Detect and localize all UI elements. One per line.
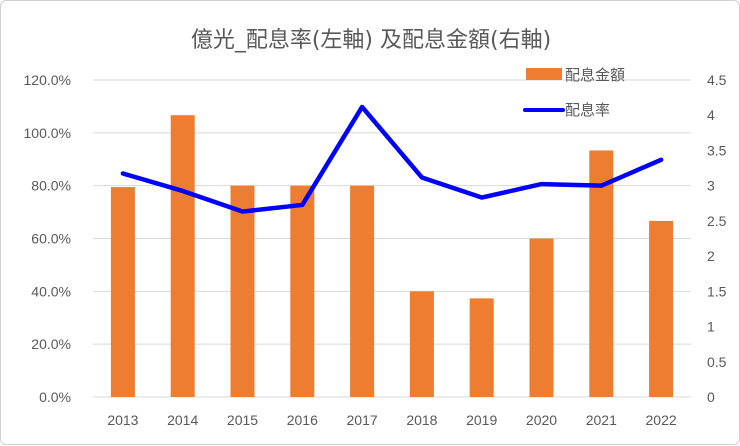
bar-2017: [350, 186, 374, 397]
left-axis-tick: 20.0%: [31, 336, 71, 352]
right-axis-tick: 1: [707, 319, 715, 335]
legend: 配息金額 配息率: [525, 66, 625, 119]
x-axis-tick: 2018: [406, 412, 437, 428]
legend-bar-label: 配息金額: [565, 66, 625, 84]
bar-2015: [231, 186, 255, 397]
bar-2013: [111, 187, 135, 397]
x-axis-tick: 2019: [466, 412, 497, 428]
right-axis-tick: 0: [707, 389, 715, 405]
x-axis-tick: 2016: [287, 412, 318, 428]
legend-bar-swatch: [526, 68, 562, 80]
left-axis-tick: 0.0%: [39, 389, 71, 405]
bar-2019: [470, 298, 494, 397]
x-axis-tick: 2014: [167, 412, 198, 428]
bar-2020: [530, 239, 554, 398]
right-axis-tick: 2.5: [707, 213, 727, 229]
right-axis-tick: 3.5: [707, 142, 727, 158]
bar-2022: [649, 221, 673, 397]
x-axis-tick: 2022: [646, 412, 677, 428]
right-axis-tick: 3: [707, 178, 715, 194]
left-axis-tick: 80.0%: [31, 178, 71, 194]
bar-2014: [171, 115, 195, 397]
left-axis-tick: 120.0%: [24, 72, 71, 88]
right-axis-tick: 4.5: [707, 72, 727, 88]
left-axis-tick: 40.0%: [31, 283, 71, 299]
bar-2016: [290, 186, 314, 397]
legend-line-label: 配息率: [565, 101, 610, 119]
x-axis-tick: 2021: [586, 412, 617, 428]
x-axis-tick: 2020: [526, 412, 557, 428]
bar-2018: [410, 291, 434, 397]
right-axis-tick: 2: [707, 248, 715, 264]
right-axis-tick: 4: [707, 107, 715, 123]
x-axis-tick: 2015: [227, 412, 258, 428]
left-axis-tick: 100.0%: [24, 125, 71, 141]
right-axis-tick: 0.5: [707, 354, 727, 370]
chart-title: 億光_配息率(左軸) 及配息金額(右軸): [191, 28, 551, 53]
right-axis-tick: 1.5: [707, 283, 727, 299]
x-axis-tick: 2013: [107, 412, 138, 428]
payout-ratio-line: [123, 107, 661, 212]
left-axis-tick: 60.0%: [31, 231, 71, 247]
x-axis-tick: 2017: [347, 412, 378, 428]
